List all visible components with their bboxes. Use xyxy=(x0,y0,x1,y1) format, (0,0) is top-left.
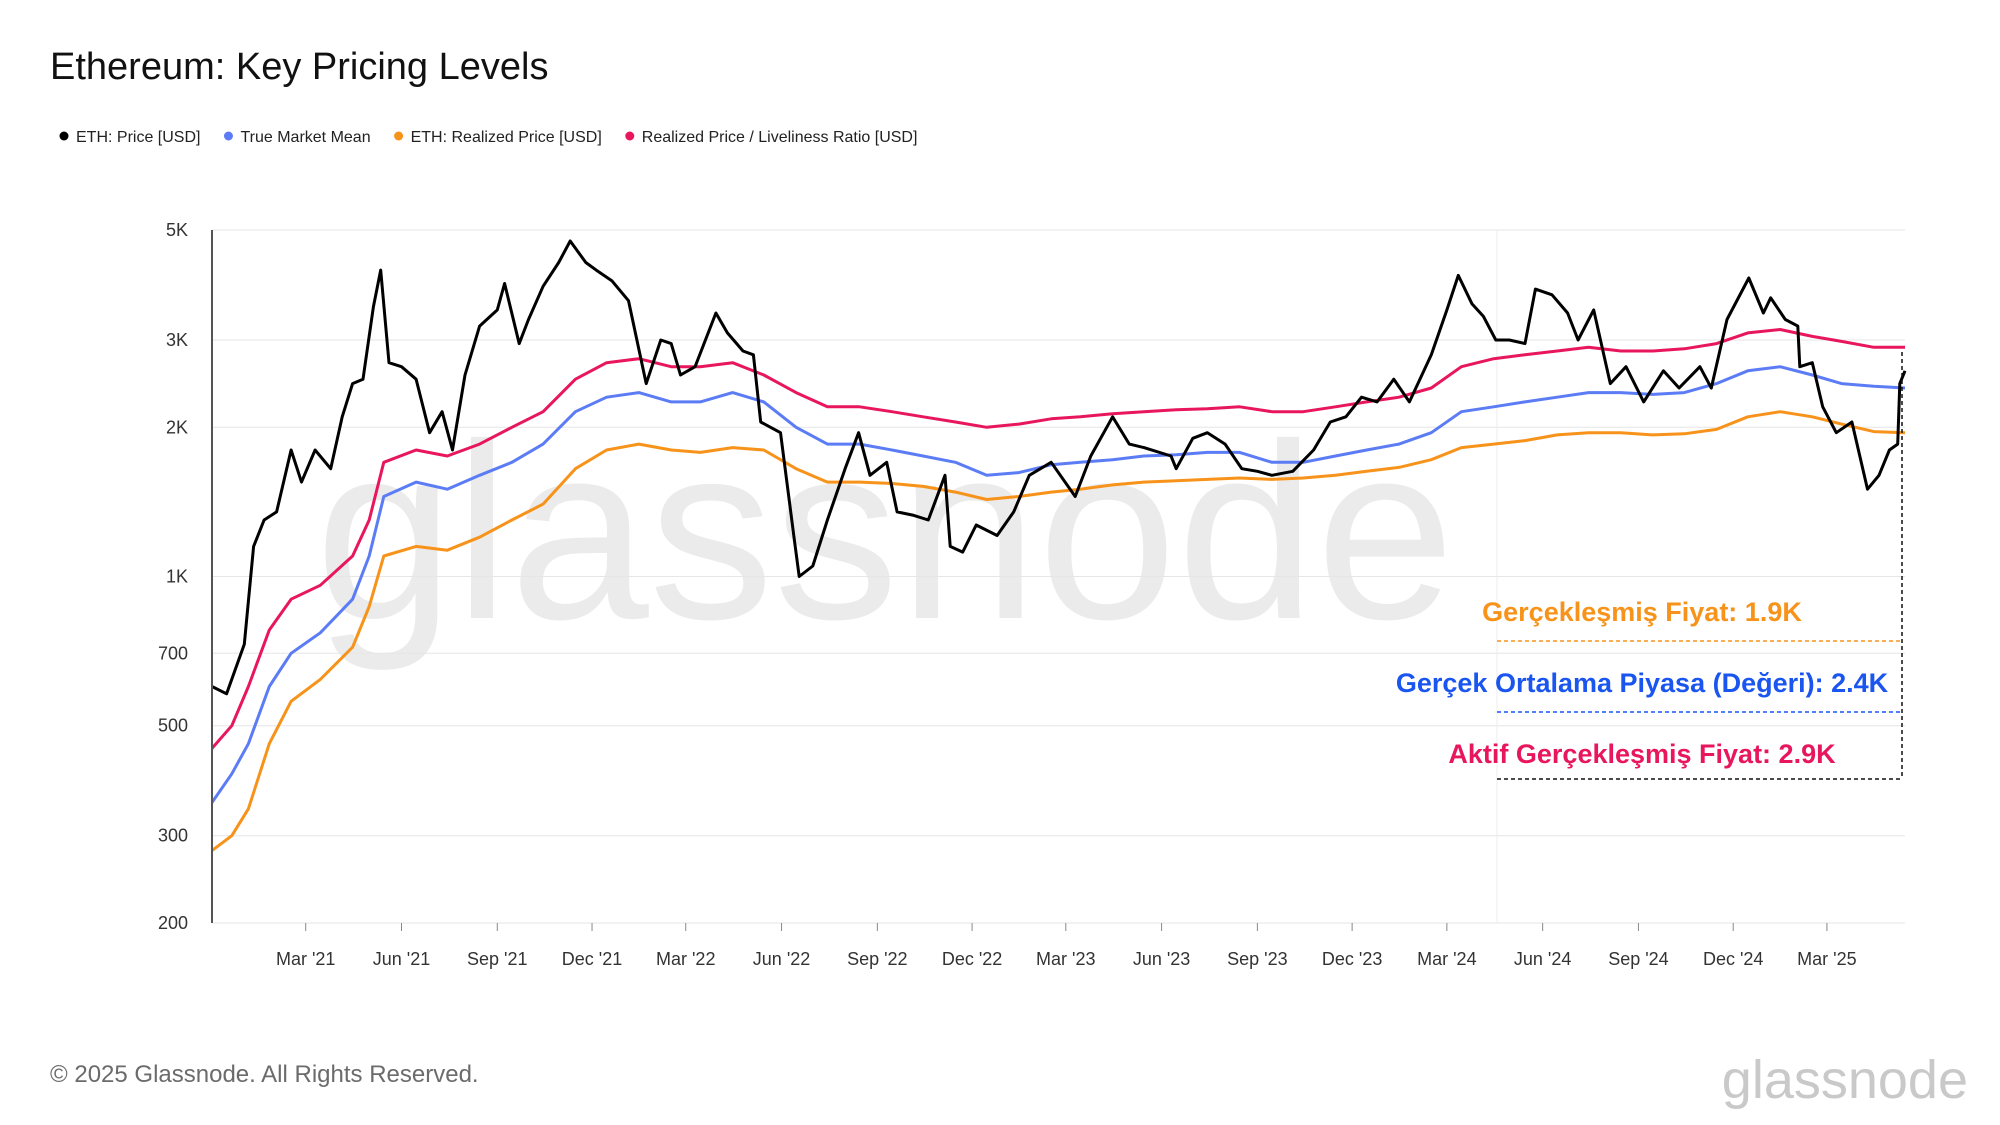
watermark-text: glassnode xyxy=(315,392,1455,671)
x-tick-label: Dec '24 xyxy=(1703,949,1763,969)
y-tick-label: 3K xyxy=(166,330,188,350)
y-tick-label: 500 xyxy=(158,716,188,736)
y-tick-label: 2K xyxy=(166,417,188,437)
legend-label-eth-realized-price-usd: ETH: Realized Price [USD] xyxy=(411,129,602,146)
annotations: Gerçekleşmiş Fiyat: 1.9K Gerçek Ortalama … xyxy=(1396,352,1903,780)
legend-dot-eth-realized-price-usd xyxy=(394,131,404,141)
x-tick-label: Jun '21 xyxy=(373,949,430,969)
copyright-text: © 2025 Glassnode. All Rights Reserved. xyxy=(50,1061,479,1088)
series-line-true-market-mean xyxy=(210,365,1906,804)
grid-lines xyxy=(212,229,1905,931)
x-tick-label: Sep '21 xyxy=(467,949,528,969)
page-title: Ethereum: Key Pricing Levels xyxy=(50,46,548,88)
x-tick-label: Dec '22 xyxy=(942,949,1002,969)
x-tick-label: Dec '21 xyxy=(562,949,622,969)
x-tick-label: Jun '24 xyxy=(1514,949,1571,969)
y-tick-label: 200 xyxy=(158,913,188,933)
x-tick-label: Mar '21 xyxy=(276,949,335,969)
x-tick-label: Sep '23 xyxy=(1227,949,1288,969)
annotation-label: Gerçek Ortalama Piyasa (Değeri): 2.4K xyxy=(1396,668,1889,698)
legend-label-realized-price-liveliness-ratio-usd: Realized Price / Liveliness Ratio [USD] xyxy=(642,129,918,146)
series-line-eth-price-usd xyxy=(211,239,1907,696)
x-tick-label: Mar '22 xyxy=(656,949,715,969)
legend-label-true-market-mean: True Market Mean xyxy=(240,129,370,146)
y-tick-label: 300 xyxy=(158,826,188,846)
x-tick-label: Sep '22 xyxy=(847,949,908,969)
x-tick-label: Mar '23 xyxy=(1036,949,1095,969)
x-tick-label: Sep '24 xyxy=(1608,949,1669,969)
y-tick-label: 5K xyxy=(166,220,188,240)
glassnode-logo: glassnode xyxy=(1722,1050,1968,1110)
annotation-label: Gerçekleşmiş Fiyat: 1.9K xyxy=(1482,597,1802,627)
y-axis-labels: 200 300 500 700 1K 2K 3K 5K xyxy=(158,220,188,933)
legend-dot-realized-price-liveliness-ratio-usd xyxy=(625,131,635,141)
annotation-label: Aktif Gerçekleşmiş Fiyat: 2.9K xyxy=(1448,739,1836,769)
x-axis-labels: Mar '21 Jun '21 Sep '21 Dec '21 Mar '22 Jun '… xyxy=(276,949,1857,969)
x-tick-label: Jun '23 xyxy=(1133,949,1190,969)
series-line-realized-price-liveliness-ratio-usd xyxy=(210,328,1905,750)
x-tick-label: Mar '24 xyxy=(1417,949,1476,969)
y-tick-label: 700 xyxy=(158,643,188,663)
x-tick-label: Mar '25 xyxy=(1797,949,1856,969)
legend: ETH: Price [USD] True Market Mean ETH: Rea… xyxy=(59,129,918,146)
legend-label-eth-price-usd: ETH: Price [USD] xyxy=(76,129,200,146)
legend-dot-eth-price-usd xyxy=(59,131,69,141)
x-tick-label: Dec '23 xyxy=(1322,949,1382,969)
y-tick-label: 1K xyxy=(166,567,188,587)
x-tick-label: Jun '22 xyxy=(753,949,810,969)
series-lines xyxy=(210,239,1907,852)
legend-dot-true-market-mean xyxy=(223,131,233,141)
